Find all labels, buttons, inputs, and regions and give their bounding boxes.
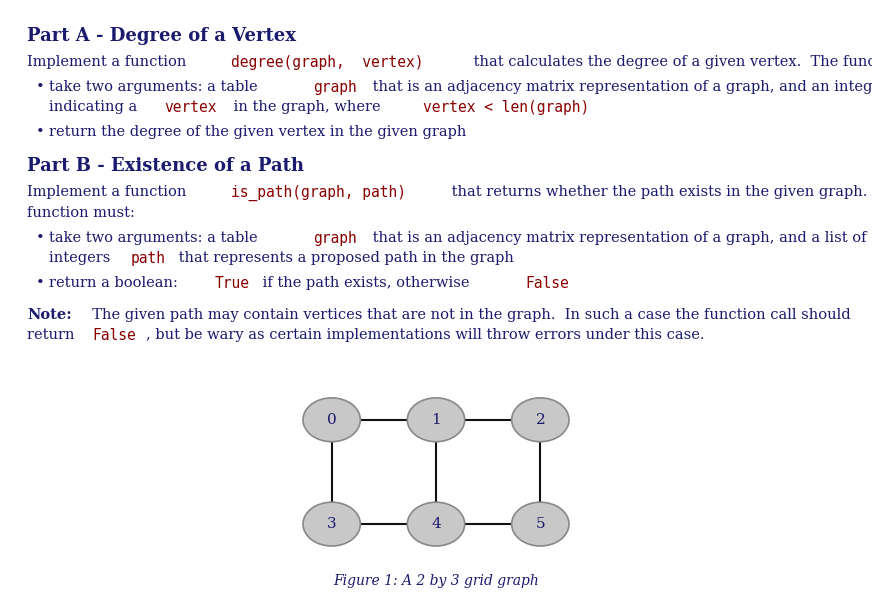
Text: integers: integers: [49, 251, 115, 265]
Text: that is an adjacency matrix representation of a graph, and a list of: that is an adjacency matrix representati…: [368, 231, 866, 245]
Text: take two arguments: a table: take two arguments: a table: [49, 231, 262, 245]
Text: is_path(graph, path): is_path(graph, path): [230, 185, 405, 201]
Text: vertex < len(graph): vertex < len(graph): [423, 100, 589, 115]
Text: if the path exists, otherwise: if the path exists, otherwise: [258, 276, 474, 290]
Ellipse shape: [303, 502, 360, 546]
Text: 4: 4: [431, 517, 441, 531]
Ellipse shape: [512, 502, 569, 546]
Text: Part A - Degree of a Vertex: Part A - Degree of a Vertex: [28, 27, 296, 45]
Text: Figure 1: A 2 by 3 grid graph: Figure 1: A 2 by 3 grid graph: [333, 574, 539, 588]
Text: False: False: [92, 329, 136, 343]
Text: True: True: [215, 276, 249, 291]
Text: that calculates the degree of a given vertex.  The function must:: that calculates the degree of a given ve…: [469, 55, 872, 69]
Text: return a boolean:: return a boolean:: [49, 276, 183, 290]
Text: graph: graph: [313, 80, 358, 95]
Text: 3: 3: [327, 517, 337, 531]
Text: take two arguments: a table: take two arguments: a table: [49, 80, 262, 94]
Text: that represents a proposed path in the graph: that represents a proposed path in the g…: [174, 251, 514, 265]
Ellipse shape: [407, 502, 465, 546]
Text: 1: 1: [431, 413, 441, 427]
Text: degree(graph,  vertex): degree(graph, vertex): [230, 55, 423, 70]
Text: return the degree of the given vertex in the given graph: return the degree of the given vertex in…: [49, 125, 467, 139]
Text: indicating a: indicating a: [49, 100, 142, 114]
Text: Implement a function: Implement a function: [28, 185, 192, 199]
Text: that returns whether the path exists in the given graph.  The: that returns whether the path exists in …: [447, 185, 872, 199]
Ellipse shape: [512, 398, 569, 442]
Ellipse shape: [407, 398, 465, 442]
Text: 2: 2: [535, 413, 545, 427]
Text: •: •: [36, 276, 44, 290]
Text: 0: 0: [327, 413, 337, 427]
Text: , but be wary as certain implementations will throw errors under this case.: , but be wary as certain implementations…: [146, 329, 705, 342]
Text: return: return: [28, 329, 79, 342]
Text: function must:: function must:: [28, 206, 135, 220]
Text: Part B - Existence of a Path: Part B - Existence of a Path: [28, 157, 304, 175]
Text: in the graph, where: in the graph, where: [229, 100, 385, 114]
Text: Note:: Note:: [28, 307, 72, 322]
Ellipse shape: [303, 398, 360, 442]
Text: graph: graph: [313, 231, 358, 246]
Text: that is an adjacency matrix representation of a graph, and an integer: that is an adjacency matrix representati…: [368, 80, 872, 94]
Text: path: path: [131, 251, 166, 266]
Text: vertex: vertex: [164, 100, 217, 115]
Text: •: •: [36, 125, 44, 139]
Text: False: False: [526, 276, 569, 291]
Text: •: •: [36, 80, 44, 94]
Text: The given path may contain vertices that are not in the graph.  In such a case t: The given path may contain vertices that…: [83, 307, 850, 322]
Text: •: •: [36, 231, 44, 245]
Text: Implement a function: Implement a function: [28, 55, 192, 69]
Text: 5: 5: [535, 517, 545, 531]
